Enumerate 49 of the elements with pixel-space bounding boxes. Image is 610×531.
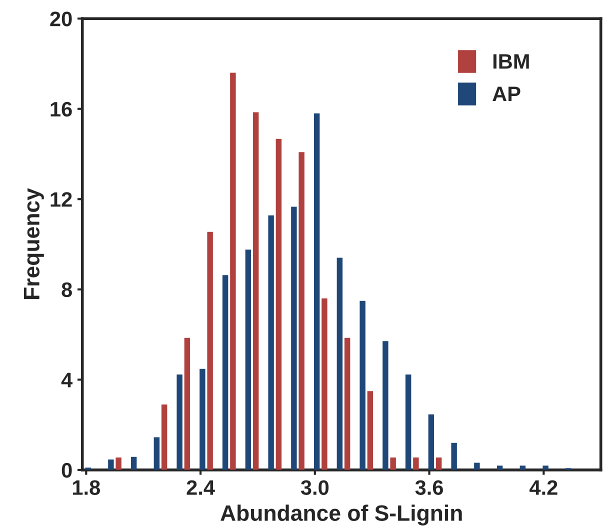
bar [291,206,297,470]
y-tick-label: 16 [50,102,72,117]
bar [207,232,213,470]
bar [405,374,412,470]
legend-label: AP [492,86,520,102]
bar [451,442,457,470]
bar [413,458,419,470]
x-axis-title: Abundance of S-Lignin [220,504,462,526]
bar [108,460,114,470]
y-axis-title: Frequency [24,188,44,299]
bar [130,456,137,470]
bar [390,458,396,470]
bar [382,341,388,470]
legend-label: IBM [493,54,529,69]
bar [176,374,182,470]
bar [496,466,503,470]
bar [268,215,274,470]
bar [230,72,236,470]
x-tick-label: 2.4 [186,480,215,495]
bar [322,298,328,470]
x-tick-label: 1.8 [72,480,100,495]
bar [314,113,320,470]
bar [222,275,228,470]
bar [428,414,434,470]
y-tick-label: 0 [62,462,72,478]
bar [344,338,350,470]
bar [474,462,480,470]
x-tick-label: 3.0 [300,480,329,495]
x-tick-label: 4.2 [530,480,558,495]
bar [200,368,206,470]
bar [298,152,304,470]
y-tick-label: 20 [50,12,72,26]
bar [520,466,526,470]
y-tick-label: 4 [61,372,73,388]
bar [245,250,252,470]
y-tick-label: 8 [62,282,72,298]
bar [367,391,374,470]
bar [436,458,442,470]
bar [252,112,259,470]
bar [542,466,548,470]
x-tick-label: 3.6 [415,480,444,495]
y-tick-label: 12 [50,192,72,207]
bar [154,437,160,470]
bar [360,300,366,470]
bar [184,338,190,470]
bar [336,258,343,470]
bar [276,138,282,470]
bar [116,458,122,470]
bar [161,404,168,470]
